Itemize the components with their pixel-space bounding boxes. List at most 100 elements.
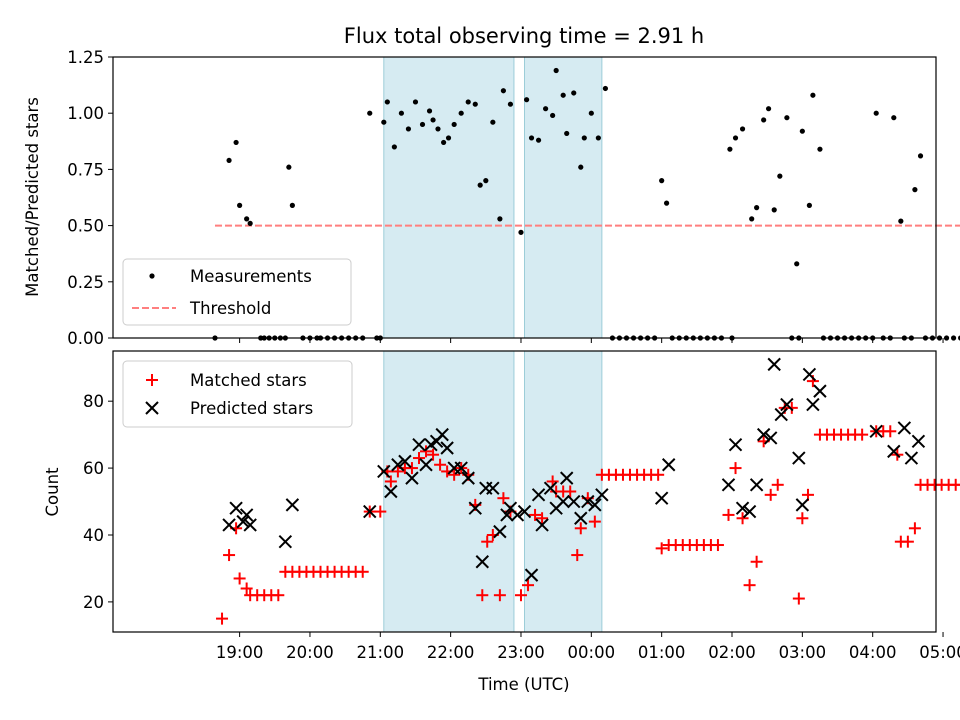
predicted-star-point <box>377 464 391 479</box>
y-tick-label: 60 <box>83 459 104 478</box>
predicted-star-point <box>468 501 482 515</box>
predicted-star-point <box>742 504 757 519</box>
predicted-star-point <box>531 488 546 502</box>
predicted-star-point <box>285 498 300 512</box>
predicted-star-point <box>721 478 736 492</box>
top-panel: 0.00 0.25 0.50 0.75 1.00 1.25 Flux total obse… <box>23 24 960 348</box>
x-tick-label: 02:00 <box>708 643 756 662</box>
matched-star-point <box>792 592 805 605</box>
predicted-star-point <box>535 518 549 532</box>
bottom-legend-box <box>122 360 353 428</box>
predicted-star-point <box>486 481 500 495</box>
matched-star-point <box>476 589 489 602</box>
measurement-point <box>426 108 433 114</box>
measurement-point <box>518 229 524 235</box>
predicted-star-point <box>524 568 539 582</box>
measurement-point <box>405 126 412 132</box>
y-tick-label: 0.25 <box>67 273 104 292</box>
matched-star-point <box>571 549 584 562</box>
shaded-interval-2 <box>524 56 603 339</box>
top-measurement-points <box>212 67 960 341</box>
measurement-point <box>817 146 823 152</box>
top-legend: Measurements Threshold <box>122 258 352 326</box>
bottom-x-axis-label: Time (UTC) <box>477 675 569 694</box>
legend-matched-marker <box>146 374 158 386</box>
x-tick-label: 23:00 <box>497 643 545 662</box>
matched-star-point <box>652 468 665 481</box>
predicted-star-point <box>654 491 669 505</box>
shaded-interval-1 <box>383 56 515 339</box>
x-tick-label: 21:00 <box>357 643 405 662</box>
matched-star-point <box>564 485 577 498</box>
matched-star-point <box>481 535 494 548</box>
legend-measurements-marker <box>149 273 155 279</box>
legend-predicted-label: Predicted stars <box>190 399 313 418</box>
measurement-point <box>477 182 483 188</box>
bottom-matched-points <box>216 375 960 625</box>
predicted-star-point <box>391 458 405 472</box>
matched-star-point <box>536 512 549 525</box>
predicted-star-point <box>556 494 570 509</box>
matched-star-point <box>722 508 735 521</box>
measurement-point <box>602 85 608 92</box>
measurement-point <box>754 205 760 211</box>
matched-star-point <box>356 565 369 578</box>
predicted-star-point <box>806 397 820 412</box>
bottom-legend: Matched stars Predicted stars <box>122 360 353 428</box>
measurement-point <box>727 146 733 152</box>
measurement-point <box>507 101 514 107</box>
measurement-point <box>578 164 584 170</box>
measurement-point <box>571 90 577 96</box>
predicted-star-point <box>774 407 788 422</box>
y-tick-label: 1.25 <box>67 48 104 67</box>
matched-star-point <box>956 483 960 486</box>
predicted-star-point <box>780 397 794 412</box>
matched-star-point <box>448 468 461 481</box>
x-tick-label: 01:00 <box>638 643 686 662</box>
bottom-predicted-points <box>222 357 926 582</box>
measurement-point <box>550 112 556 119</box>
x-tick-label: 05:00 <box>919 643 960 662</box>
matched-star-point <box>764 488 777 501</box>
predicted-star-point <box>795 498 810 512</box>
matched-star-point <box>856 428 869 441</box>
predicted-star-point <box>543 481 558 495</box>
predicted-star-point <box>581 494 595 509</box>
predicted-star-point <box>763 431 778 445</box>
predicted-star-point <box>278 534 293 549</box>
matched-star-point <box>711 539 724 552</box>
measurement-point <box>560 92 566 98</box>
bottom-axes-frame <box>112 350 937 633</box>
matched-star-point <box>233 572 246 585</box>
measurement-point <box>483 178 489 184</box>
predicted-star-point <box>222 518 236 532</box>
legend-measurements-label: Measurements <box>190 267 312 286</box>
matched-star-point <box>497 492 510 505</box>
measurement-point <box>247 220 253 226</box>
measurement-point <box>765 106 772 112</box>
matched-star-point <box>434 458 447 471</box>
predicted-star-point <box>802 367 817 382</box>
predicted-star-point <box>236 514 250 529</box>
bottom-panel: 20 40 60 80 19:00 20:00 21:00 22:00 23:00 00:00 0… <box>43 350 960 694</box>
measurement-point <box>367 110 373 116</box>
predicted-star-point <box>412 437 426 452</box>
measurement-point <box>500 88 506 94</box>
matched-star-point <box>374 505 387 518</box>
predicted-star-point <box>517 504 532 519</box>
bottom-x-axis-ticks: 19:00 20:00 21:00 22:00 23:00 00:00 01:00 02:00… <box>216 632 960 662</box>
matched-star-point <box>240 582 253 595</box>
predicted-star-point <box>661 458 676 472</box>
measurement-point <box>936 335 943 341</box>
matched-star-point <box>574 522 587 535</box>
predicted-star-point <box>239 508 254 522</box>
y-tick-label: 1.00 <box>67 104 104 123</box>
predicted-star-point <box>435 427 449 442</box>
measurement-point <box>233 139 239 146</box>
measurement-point <box>659 178 665 184</box>
measurement-point <box>497 216 503 222</box>
predicted-star-point <box>749 478 764 492</box>
predicted-star-point <box>243 518 257 532</box>
measurement-point <box>799 128 805 134</box>
